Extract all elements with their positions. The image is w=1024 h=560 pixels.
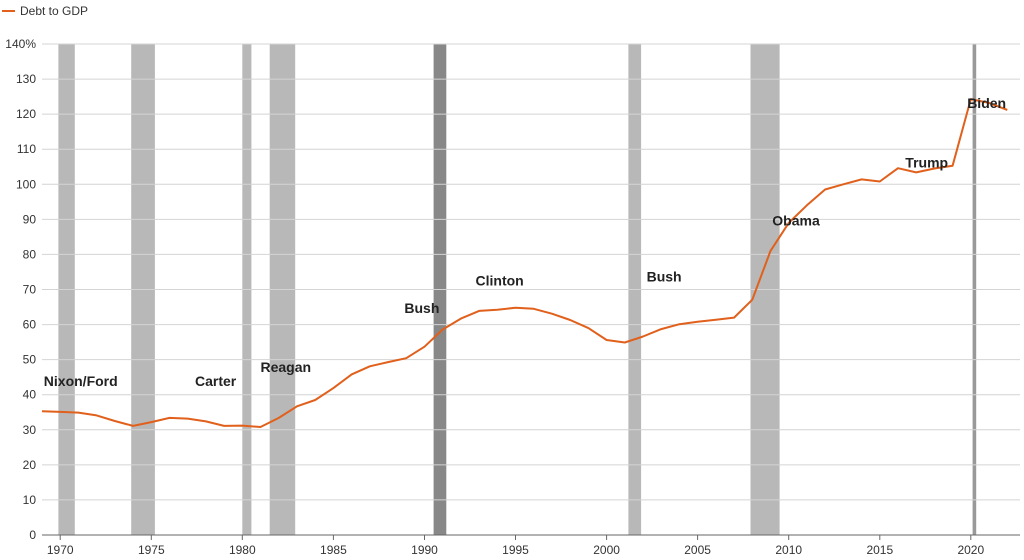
x-tick-label: 2020: [957, 543, 984, 557]
x-tick-label: 1995: [502, 543, 529, 557]
president-label: Bush: [647, 268, 682, 284]
y-tick-label: 60: [23, 318, 37, 332]
annotations: Nixon/Ford Carter Reagan Bush Clinton Bush Oba…: [44, 95, 1006, 389]
x-tick-label: 1980: [229, 543, 256, 557]
president-label: Clinton: [476, 272, 524, 288]
x-tick-label: 1970: [47, 543, 74, 557]
y-tick-label: 0: [29, 528, 36, 542]
y-tick-label: 30: [23, 423, 37, 437]
y-axis: 0 10 20 30 40 50 60 70 80 90 100 110 120 130 140%: [5, 37, 36, 542]
y-tick-label: 50: [23, 353, 37, 367]
president-label: Biden: [967, 95, 1006, 111]
president-label: Trump: [905, 155, 948, 171]
x-tick-label: 1990: [411, 543, 438, 557]
y-tick-label: 130: [16, 72, 36, 86]
y-tick-label: 70: [23, 283, 37, 297]
president-label: Carter: [195, 373, 237, 389]
series-layer: [41, 98, 1008, 428]
y-tick-label: 10: [23, 493, 37, 507]
y-tick-label: 100: [16, 177, 36, 191]
president-label: Reagan: [261, 359, 312, 375]
president-label: Bush: [404, 300, 439, 316]
x-tick-label: 1975: [138, 543, 165, 557]
y-tick-label: 110: [17, 142, 36, 156]
legend: Debt to GDP: [2, 4, 88, 18]
x-tick-label: 2015: [866, 543, 893, 557]
y-tick-label: 20: [23, 458, 37, 472]
president-label: Obama: [772, 212, 820, 228]
y-tick-label: 140%: [5, 37, 36, 51]
x-tick-label: 2010: [775, 543, 802, 557]
legend-label: Debt to GDP: [20, 4, 88, 18]
y-tick-label: 90: [23, 212, 37, 226]
x-tick-label: 2005: [684, 543, 711, 557]
series-line-debt-to-gdp: [41, 98, 1008, 428]
x-axis: 1970 1975 1980 1985 1990 1995 2000 2005 2010 2015…: [42, 534, 1020, 557]
y-tick-label: 40: [23, 388, 37, 402]
y-tick-label: 120: [16, 107, 36, 121]
president-label: Nixon/Ford: [44, 373, 118, 389]
x-tick-label: 2000: [593, 543, 620, 557]
gridlines: [42, 43, 1020, 501]
y-tick-label: 80: [23, 247, 37, 261]
x-tick-label: 1985: [320, 543, 347, 557]
